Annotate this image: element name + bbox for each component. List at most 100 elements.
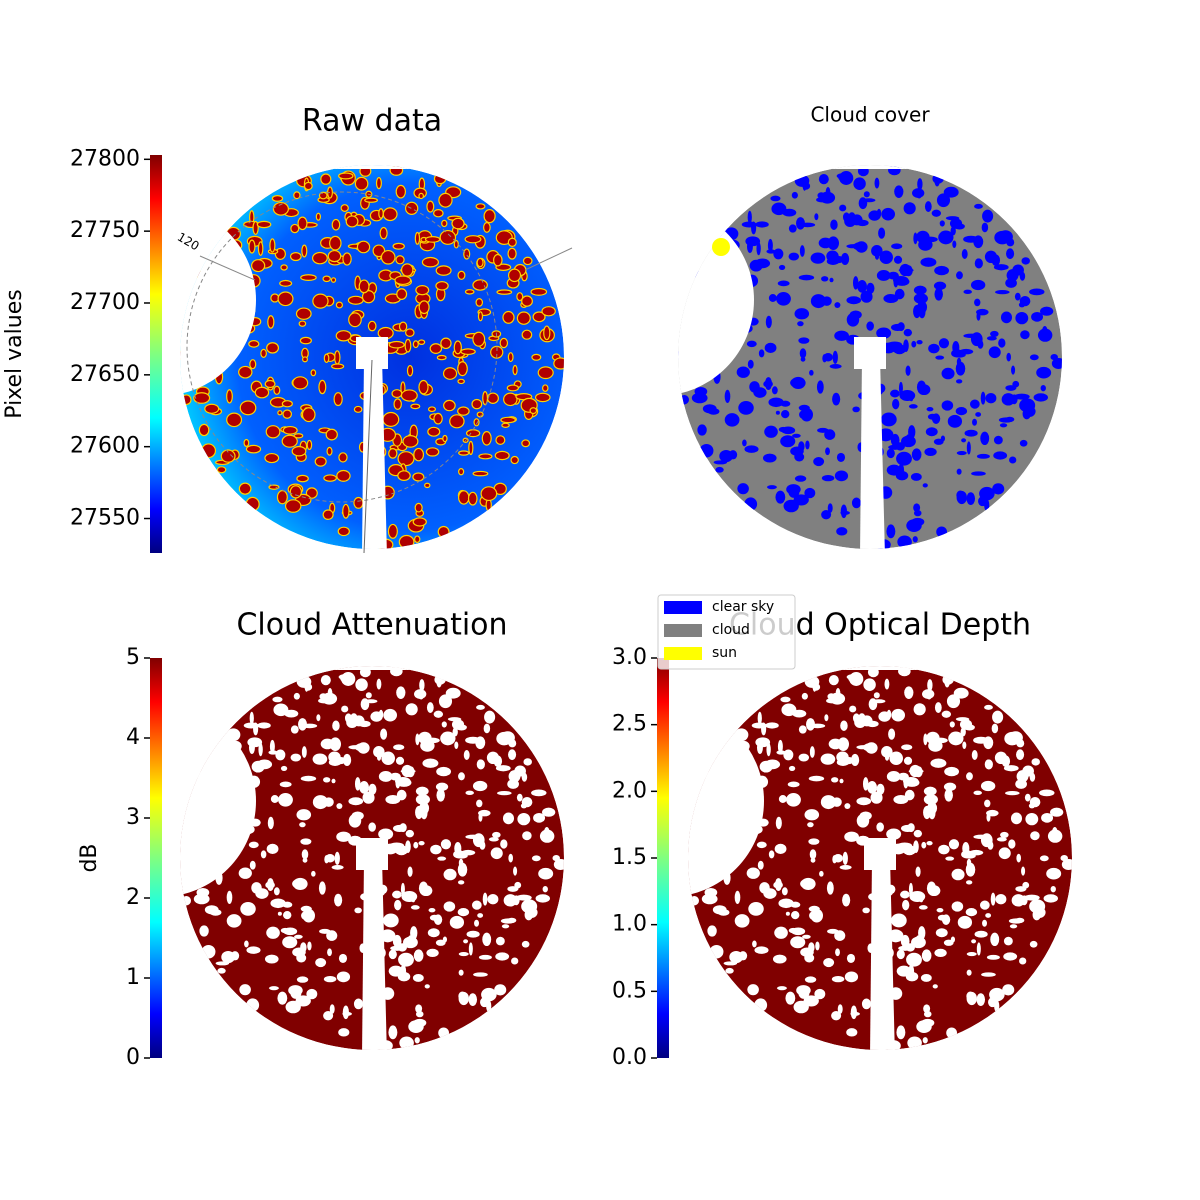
blob — [993, 451, 1008, 460]
blob — [296, 976, 309, 983]
blob — [963, 289, 972, 294]
blob — [808, 775, 825, 782]
blob — [956, 468, 962, 475]
blob — [754, 946, 769, 954]
blob — [433, 173, 447, 185]
blob — [906, 952, 922, 967]
blob — [338, 953, 348, 964]
blob — [791, 191, 798, 199]
blob — [269, 238, 276, 253]
blob — [426, 200, 435, 213]
blob — [806, 718, 815, 731]
blob — [873, 692, 880, 699]
blob — [511, 957, 519, 965]
blob — [471, 398, 483, 410]
blob — [894, 185, 904, 198]
blob — [897, 842, 913, 849]
blob — [395, 777, 411, 786]
blob — [440, 731, 456, 746]
blob — [364, 699, 378, 704]
blob — [981, 972, 996, 977]
chart-title: Cloud cover — [810, 103, 930, 127]
blob — [844, 803, 851, 809]
blob — [901, 744, 913, 751]
blob — [300, 775, 317, 782]
blob — [248, 239, 256, 254]
blob — [921, 949, 932, 962]
blob — [932, 984, 938, 989]
blob — [836, 172, 851, 179]
blob — [1028, 407, 1035, 414]
blob — [508, 749, 517, 761]
blob — [834, 302, 841, 308]
blob — [813, 457, 825, 467]
blob — [897, 322, 905, 332]
blob — [258, 742, 263, 757]
blob — [359, 781, 369, 794]
blob — [502, 310, 515, 324]
blob — [378, 771, 393, 782]
blob — [1040, 306, 1054, 316]
blob — [260, 348, 267, 358]
blob — [500, 918, 516, 924]
blob — [392, 242, 405, 250]
blob — [852, 406, 860, 413]
blob — [819, 870, 824, 877]
blob — [748, 901, 764, 916]
blob — [521, 439, 531, 448]
blob — [412, 472, 425, 482]
blob — [329, 235, 342, 251]
blob — [832, 350, 838, 364]
blob — [804, 976, 817, 983]
blob — [971, 750, 978, 760]
colorbar-tick-label: 27600 — [70, 434, 140, 459]
blob — [975, 412, 982, 417]
blob — [787, 781, 800, 788]
blob — [986, 954, 1000, 960]
blob — [933, 281, 947, 290]
blob — [1006, 352, 1011, 362]
sky-image — [678, 165, 1062, 549]
blob — [952, 340, 960, 354]
blob — [290, 223, 300, 234]
blob — [965, 908, 978, 917]
blob — [488, 837, 499, 842]
blob — [785, 911, 790, 916]
blob — [771, 202, 787, 216]
blob — [264, 379, 276, 389]
blob — [372, 244, 386, 258]
colorbar-tick-label: 4 — [126, 725, 140, 750]
blob — [425, 737, 440, 744]
blob — [905, 971, 919, 982]
blob — [464, 235, 482, 244]
blob — [457, 862, 468, 877]
blob — [781, 426, 796, 435]
blob — [862, 198, 876, 203]
sky-image — [688, 666, 1072, 1050]
blob — [801, 692, 808, 700]
blob — [876, 208, 882, 219]
blob — [507, 268, 522, 283]
blob — [962, 841, 970, 855]
blob — [327, 948, 332, 957]
blob — [1029, 940, 1038, 948]
blob — [759, 760, 773, 773]
blob — [323, 474, 337, 482]
blob — [1024, 793, 1031, 802]
blob — [458, 991, 469, 1006]
colorbar-tick-label: 0.5 — [612, 978, 647, 1003]
blob — [790, 376, 806, 389]
blob — [270, 898, 286, 909]
blob — [1040, 384, 1046, 392]
blob — [946, 1027, 958, 1039]
blob — [401, 764, 413, 778]
sky-image — [180, 165, 573, 554]
blob — [905, 365, 911, 376]
blob — [436, 354, 447, 361]
legend-swatch — [664, 624, 702, 637]
blob — [419, 679, 425, 692]
blob — [398, 952, 414, 967]
blob — [904, 686, 914, 699]
blob — [930, 758, 947, 768]
blob — [913, 293, 928, 304]
